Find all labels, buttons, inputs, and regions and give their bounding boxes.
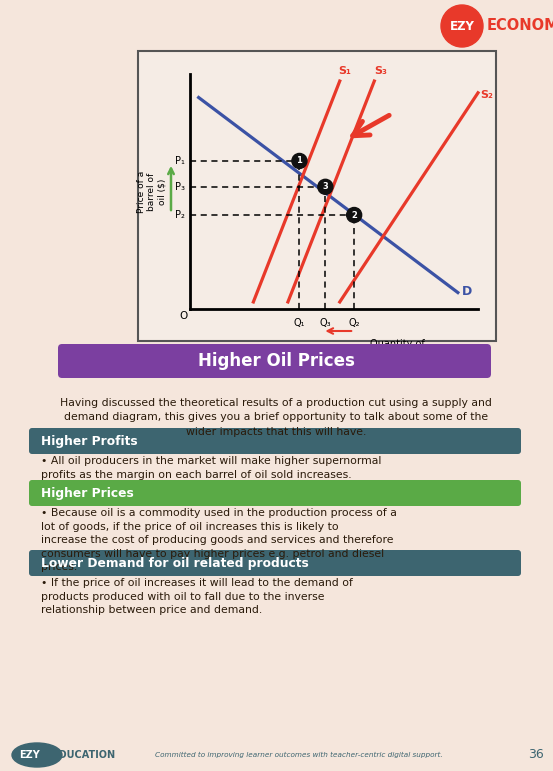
Text: ECONOMICS: ECONOMICS <box>487 19 553 33</box>
Text: Q₃: Q₃ <box>320 318 331 328</box>
FancyBboxPatch shape <box>29 428 521 454</box>
Text: 3: 3 <box>322 182 328 191</box>
Text: Q₂: Q₂ <box>348 318 360 328</box>
Text: P₂: P₂ <box>175 210 185 220</box>
Text: Q₁: Q₁ <box>294 318 305 328</box>
Text: Higher Prices: Higher Prices <box>41 487 134 500</box>
Text: Higher Profits: Higher Profits <box>41 435 138 447</box>
Text: Committed to improving learner outcomes with teacher-centric digital support.: Committed to improving learner outcomes … <box>155 752 442 758</box>
Text: P₃: P₃ <box>175 182 185 192</box>
Text: Lower Demand for oil related products: Lower Demand for oil related products <box>41 557 309 570</box>
Ellipse shape <box>12 743 62 767</box>
Text: 36: 36 <box>528 749 544 762</box>
Text: • Because oil is a commodity used in the production process of a
lot of goods, i: • Because oil is a commodity used in the… <box>41 508 397 572</box>
Text: S₃: S₃ <box>374 66 387 76</box>
FancyBboxPatch shape <box>58 344 491 378</box>
Circle shape <box>347 207 362 223</box>
Circle shape <box>292 153 307 168</box>
Text: Price of a
barrel of
oil ($): Price of a barrel of oil ($) <box>137 170 167 213</box>
Text: S₂: S₂ <box>480 89 493 99</box>
Text: 1: 1 <box>296 157 302 166</box>
Text: • All oil producers in the market will make higher supernormal
profits as the ma: • All oil producers in the market will m… <box>41 456 382 480</box>
Text: • If the price of oil increases it will lead to the demand of
products produced : • If the price of oil increases it will … <box>41 578 353 615</box>
Text: Higher Oil Prices: Higher Oil Prices <box>197 352 354 370</box>
Text: Having discussed the theoretical results of a production cut using a supply and
: Having discussed the theoretical results… <box>60 398 492 437</box>
Circle shape <box>441 5 483 47</box>
Text: EDUCATION: EDUCATION <box>52 750 115 760</box>
Text: P₁: P₁ <box>175 156 185 166</box>
FancyBboxPatch shape <box>138 51 496 341</box>
Text: O: O <box>179 311 187 321</box>
FancyBboxPatch shape <box>29 480 521 506</box>
Text: 2: 2 <box>351 210 357 220</box>
Circle shape <box>318 180 333 194</box>
Text: S₁: S₁ <box>338 66 351 76</box>
Text: Quantity of
Oil (mb/d): Quantity of Oil (mb/d) <box>370 339 425 361</box>
Text: EZY: EZY <box>19 750 40 760</box>
Text: EZY: EZY <box>450 19 474 32</box>
FancyBboxPatch shape <box>29 550 521 576</box>
Text: D: D <box>462 284 472 298</box>
